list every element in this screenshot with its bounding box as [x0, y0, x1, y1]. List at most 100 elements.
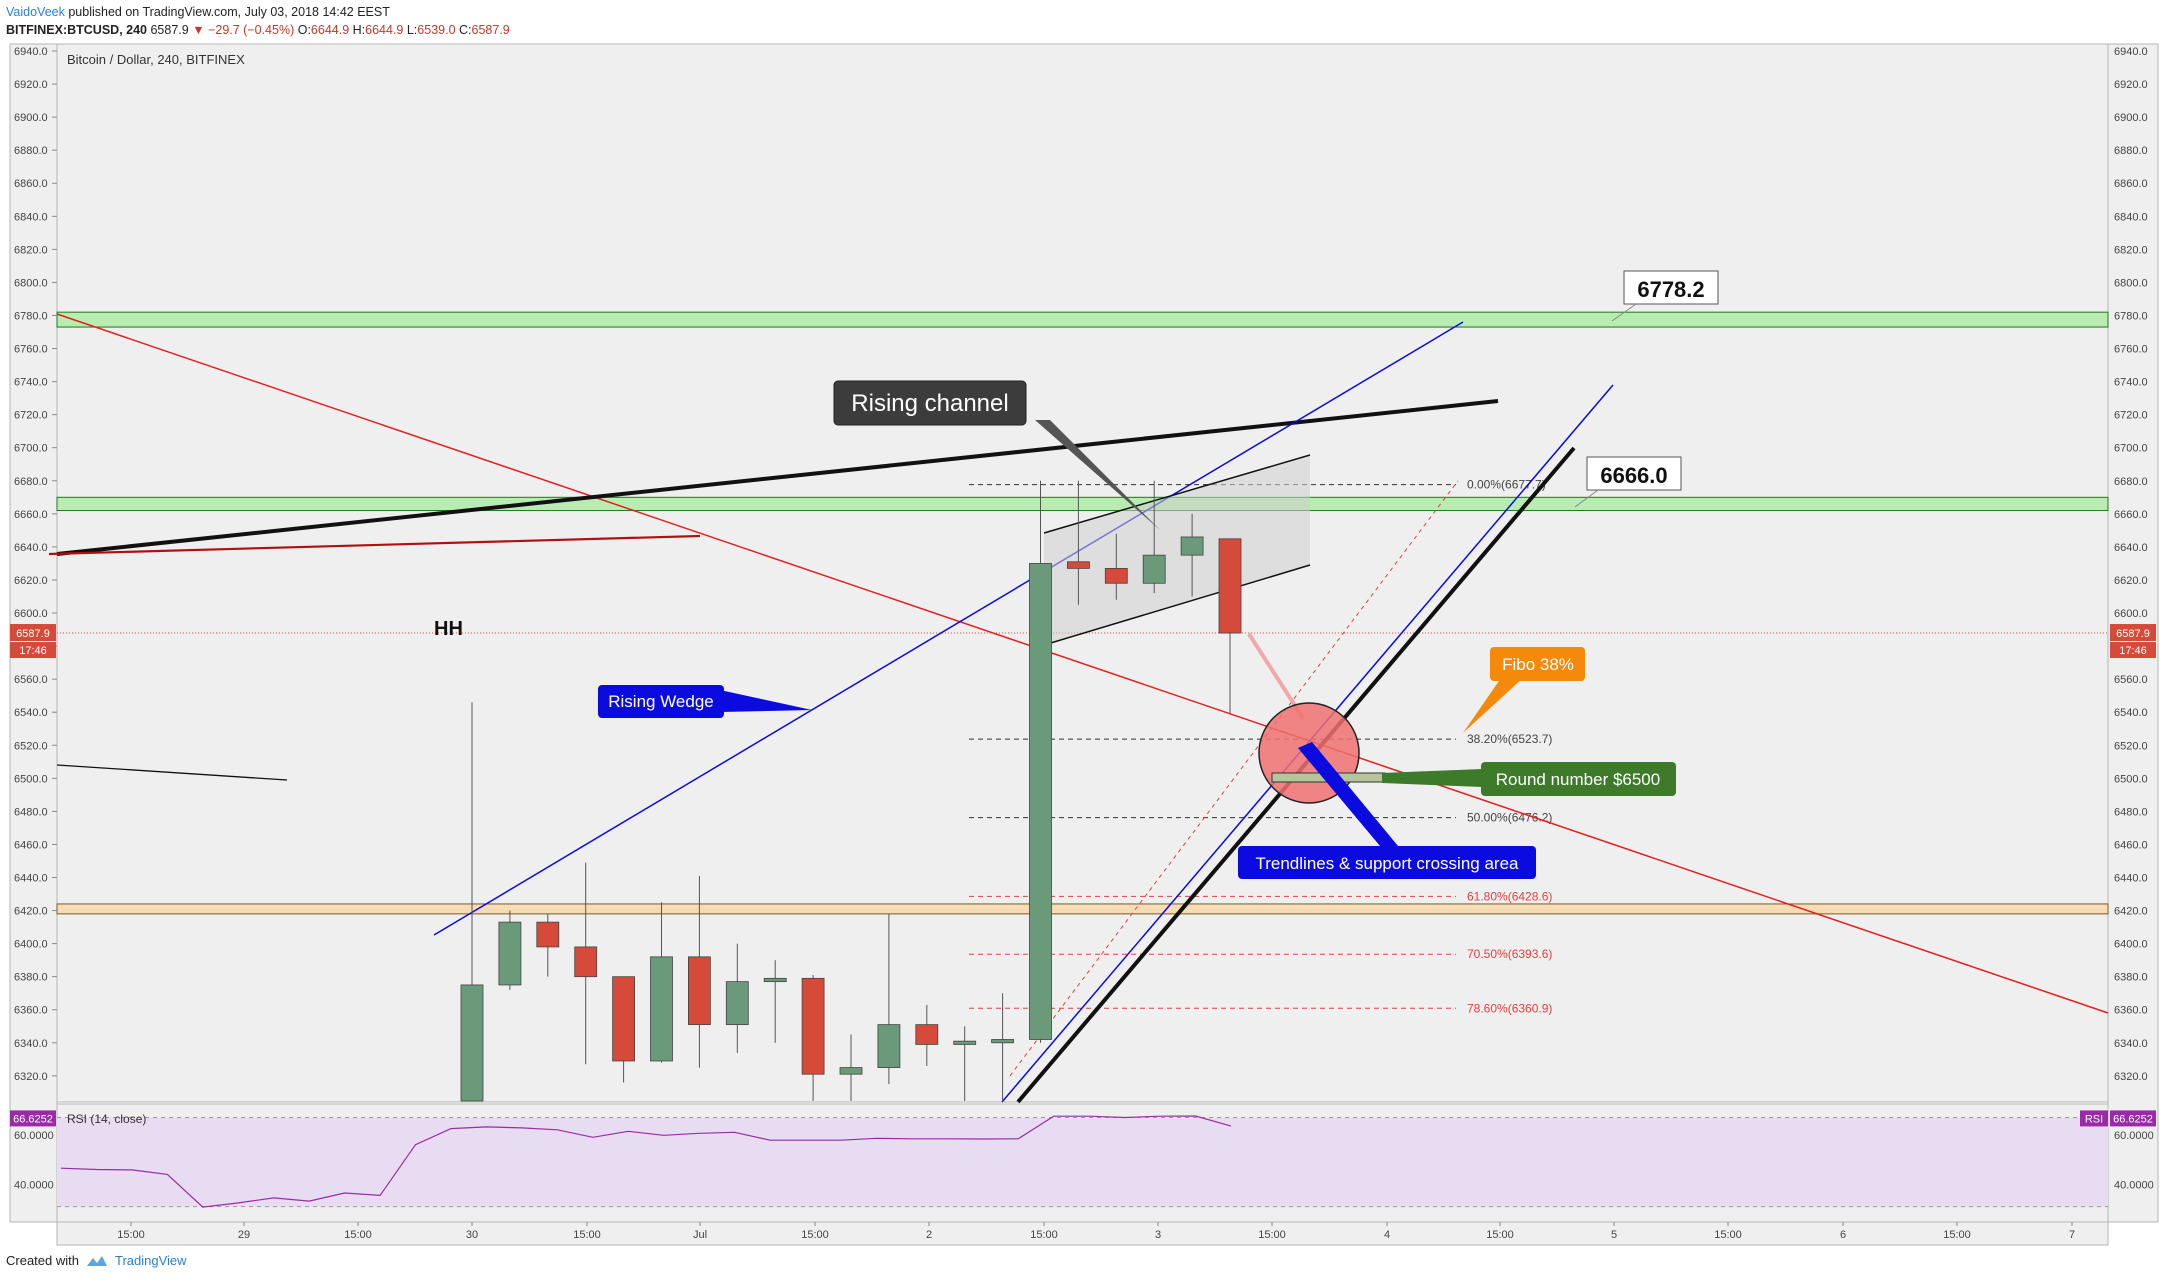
rsi-tick-left: 40.0000 — [14, 1179, 54, 1191]
fib-level-label: 0.00%(6677.7) — [1467, 478, 1546, 492]
fib-level-label: 70.50%(6393.6) — [1467, 947, 1552, 961]
x-tick-label: 15:00 — [573, 1229, 601, 1241]
y-tick-left: 6540.0 — [14, 707, 48, 719]
rsi-pane[interactable] — [56, 1103, 2109, 1223]
y-tick-right: 6660.0 — [2114, 509, 2148, 521]
author-link[interactable]: VaidoVeek — [6, 5, 65, 19]
rsi-tick-left: 60.0000 — [14, 1130, 54, 1142]
left-support-line — [56, 764, 288, 781]
y-tick-right: 6840.0 — [2114, 211, 2148, 223]
fib-level-label: 61.80%(6428.6) — [1467, 889, 1552, 903]
y-tick-left: 6340.0 — [14, 1038, 48, 1050]
y-tick-left: 6560.0 — [14, 674, 48, 686]
y-tick-right: 6560.0 — [2114, 674, 2148, 686]
x-tick-label: 4 — [1384, 1229, 1390, 1241]
crossing-pointer — [1298, 742, 1398, 846]
x-tick-label: 30 — [466, 1229, 478, 1241]
support-zone-3 — [56, 903, 2109, 915]
candle-body — [839, 1067, 863, 1075]
y-tick-right: 6940.0 — [2114, 46, 2148, 58]
publish-line: VaidoVeek published on TradingView.com, … — [6, 3, 510, 21]
y-tick-right: 6700.0 — [2114, 443, 2148, 455]
publish-info: published on TradingView.com, July 03, 2… — [68, 5, 390, 19]
last-time-value-left: 17:46 — [19, 645, 47, 657]
y-tick-right: 6600.0 — [2114, 608, 2148, 620]
price-pane[interactable] — [56, 43, 2109, 1103]
chart-title: Bitcoin / Dollar, 240, BITFINEX — [67, 52, 245, 67]
rising-wedge-lower-line — [1001, 384, 1614, 1103]
candle-body — [725, 981, 749, 1026]
y-tick-left: 6400.0 — [14, 939, 48, 951]
y-tick-left: 6440.0 — [14, 873, 48, 885]
rsi-line — [60, 1115, 1232, 1208]
y-tick-left: 6840.0 — [14, 211, 48, 223]
tradingview-brand[interactable]: TradingView — [114, 1253, 187, 1268]
support-zone-2 — [56, 496, 2109, 512]
y-tick-left: 6620.0 — [14, 575, 48, 587]
y-tick-left: 6820.0 — [14, 244, 48, 256]
chart-header: VaidoVeek published on TradingView.com, … — [6, 3, 510, 39]
candle-body — [915, 1024, 939, 1045]
x-tick-label: 15:00 — [801, 1229, 829, 1241]
x-tick-label: 15:00 — [117, 1229, 145, 1241]
y-tick-left: 6680.0 — [14, 476, 48, 488]
last-price-value-left: 6587.9 — [16, 628, 50, 640]
y-tick-left: 6940.0 — [14, 46, 48, 58]
y-tick-right: 6780.0 — [2114, 310, 2148, 322]
last-price-tag-right — [2110, 624, 2156, 642]
y-tick-left: 6780.0 — [14, 310, 48, 322]
y-tick-right: 6380.0 — [2114, 972, 2148, 984]
x-tick-label: 15:00 — [1943, 1229, 1971, 1241]
fib-level-label: 50.00%(6476.2) — [1467, 811, 1552, 825]
candle-body — [612, 976, 635, 1062]
rsi-tick-right: 60.0000 — [2114, 1130, 2154, 1142]
y-tick-left: 6880.0 — [14, 145, 48, 157]
round-number-box — [1481, 762, 1676, 796]
rising-wedge-upper-line — [433, 321, 1464, 936]
y-tick-right: 6440.0 — [2114, 873, 2148, 885]
y-tick-left: 6580.0 — [14, 641, 48, 653]
x-tick-label: 7 — [2069, 1229, 2075, 1241]
last-price-value-right: 6587.9 — [2116, 628, 2150, 640]
candle-body — [763, 977, 787, 983]
candle-body — [1029, 563, 1052, 1040]
right-axis[interactable] — [2107, 43, 2159, 1223]
x-tick-label: 5 — [1611, 1229, 1617, 1241]
last-time-value-right: 17:46 — [2119, 645, 2147, 657]
rising-channel-label: Rising channel — [851, 390, 1008, 417]
y-tick-left: 6460.0 — [14, 839, 48, 851]
y-tick-right: 6640.0 — [2114, 542, 2148, 554]
rising-channel-box — [833, 380, 1027, 426]
price-label-6666: 6666.0 — [1600, 463, 1667, 488]
y-tick-right: 6460.0 — [2114, 839, 2148, 851]
x-tick-label: 15:00 — [1258, 1229, 1286, 1241]
rsi-last-value-right: 66.6252 — [2113, 1113, 2153, 1125]
close-label: C: — [459, 23, 472, 37]
y-tick-left: 6320.0 — [14, 1071, 48, 1083]
y-tick-right: 6760.0 — [2114, 344, 2148, 356]
fibo-box — [1490, 647, 1585, 681]
candle-body — [801, 977, 825, 1075]
rsi-last-value-left: 66.6252 — [13, 1113, 53, 1125]
channel-upper-line — [1043, 454, 1311, 534]
time-axis[interactable] — [56, 1221, 2109, 1246]
candle-body — [953, 1040, 977, 1045]
round-number-pointer — [1382, 769, 1482, 787]
fibo-pointer — [1463, 678, 1523, 733]
rsi-last-tag-left — [10, 1110, 56, 1127]
y-tick-right: 6540.0 — [2114, 707, 2148, 719]
rsi-tick-right: 40.0000 — [2114, 1179, 2154, 1191]
target-arrow — [1247, 632, 1305, 720]
rsi-title: RSI (14, close) — [67, 1112, 146, 1126]
y-tick-left: 6520.0 — [14, 740, 48, 752]
rsi-tag: RSI — [2085, 1113, 2103, 1125]
y-tick-left: 6700.0 — [14, 443, 48, 455]
left-axis[interactable] — [9, 43, 58, 1223]
candle-body — [877, 1024, 901, 1068]
y-tick-right: 6720.0 — [2114, 410, 2148, 422]
y-tick-left: 6760.0 — [14, 344, 48, 356]
y-tick-left: 6420.0 — [14, 906, 48, 918]
hh-label: HH — [434, 618, 463, 640]
tradingview-logo-icon — [86, 1255, 107, 1266]
